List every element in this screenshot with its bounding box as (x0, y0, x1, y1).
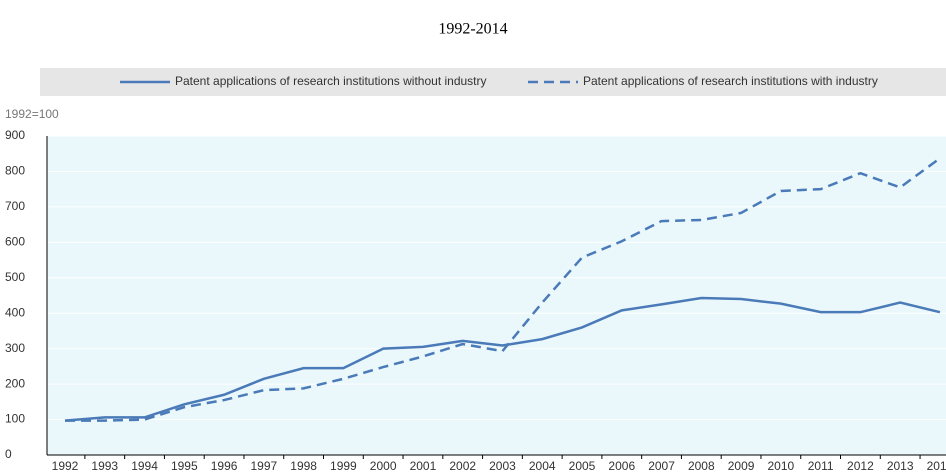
y-tick-label: 0 (5, 447, 12, 461)
x-tick-label: 2010 (768, 459, 795, 473)
x-tick-label: 2008 (688, 459, 715, 473)
x-tick-label: 2006 (608, 459, 635, 473)
y-tick-label: 900 (5, 128, 25, 142)
x-tick-label: 1995 (171, 459, 198, 473)
x-tick-label: 2011 (808, 459, 834, 473)
x-tick-label: 2005 (569, 459, 596, 473)
y-axis-label: 1992=100 (5, 107, 59, 121)
y-tick-label: 500 (5, 270, 25, 284)
y-tick-label: 600 (5, 235, 25, 249)
x-tick-label: 2009 (728, 459, 755, 473)
x-tick-label: 2003 (489, 459, 516, 473)
legend-background (40, 68, 946, 96)
x-tick-label: 1996 (211, 459, 238, 473)
x-tick-label: 2007 (648, 459, 675, 473)
x-tick-label: 2004 (529, 459, 556, 473)
y-tick-label: 100 (5, 412, 25, 426)
chart-title: 1992-2014 (438, 21, 507, 38)
series-line (65, 157, 941, 422)
legend-label: Patent applications of research institut… (583, 74, 878, 88)
y-tick-label: 400 (5, 305, 25, 319)
x-tick-label: 1993 (91, 459, 118, 473)
x-tick-label: 2001 (410, 459, 437, 473)
y-tick-label: 300 (5, 341, 25, 355)
x-tick-label: 2000 (370, 459, 397, 473)
x-tick-label: 1998 (290, 459, 317, 473)
x-tick-label: 2012 (847, 459, 874, 473)
x-tick-label: 2014 (927, 459, 946, 473)
y-tick-label: 700 (5, 199, 25, 213)
y-tick-label: 200 (5, 376, 25, 390)
x-tick-label: 1997 (250, 459, 277, 473)
x-tick-label: 1994 (131, 459, 158, 473)
legend-label: Patent applications of research institut… (175, 74, 487, 88)
x-tick-label: 1999 (330, 459, 357, 473)
x-tick-label: 2013 (887, 459, 914, 473)
y-tick-label: 800 (5, 164, 25, 178)
x-tick-label: 2002 (449, 459, 476, 473)
x-tick-label: 1992 (52, 459, 79, 473)
series-line (64, 296, 941, 422)
